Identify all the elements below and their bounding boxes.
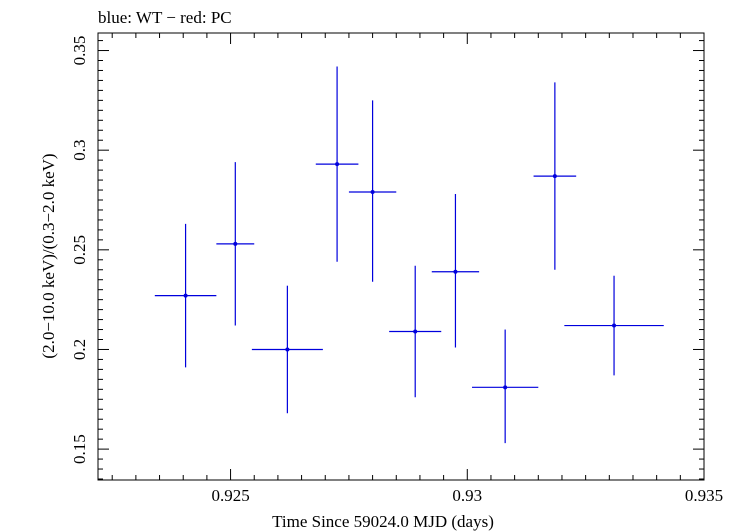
data-point [564,275,664,376]
data-point [533,82,577,270]
y-tick-label: 0.15 [70,434,89,464]
data-point [472,329,539,444]
point-marker [612,323,617,328]
data-point [431,194,480,348]
data-point [251,285,323,414]
point-marker [370,190,375,195]
point-marker [503,385,508,390]
point-marker [285,347,290,352]
y-tick-label: 0.2 [70,339,89,360]
x-tick-label: 0.935 [685,486,723,505]
data-series [154,66,664,444]
y-tick-label: 0.35 [70,36,89,66]
y-tick-label: 0.25 [70,235,89,265]
chart-title: blue: WT − red: PC [98,8,232,27]
data-point [315,66,359,262]
point-marker [552,174,557,179]
point-marker [233,241,238,246]
point-marker [413,329,418,334]
x-axis-label: Time Since 59024.0 MJD (days) [272,512,494,531]
point-marker [183,293,188,298]
y-axis-label: (2.0−10.0 keV)/(0.3−2.0 keV) [39,153,58,358]
data-point [348,100,397,282]
data-point [216,162,255,326]
x-axis-ticks: 0.925 0.93 0.935 [111,33,723,505]
y-axis-ticks: 0.15 0.2 0.25 0.3 0.35 [70,36,704,480]
x-tick-label: 0.93 [452,486,482,505]
y-tick-label: 0.3 [70,140,89,161]
plot-frame [97,32,705,481]
x-tick-label: 0.925 [211,486,249,505]
data-point [154,223,217,368]
point-marker [453,269,458,274]
point-marker [335,162,340,167]
data-point [389,265,442,398]
